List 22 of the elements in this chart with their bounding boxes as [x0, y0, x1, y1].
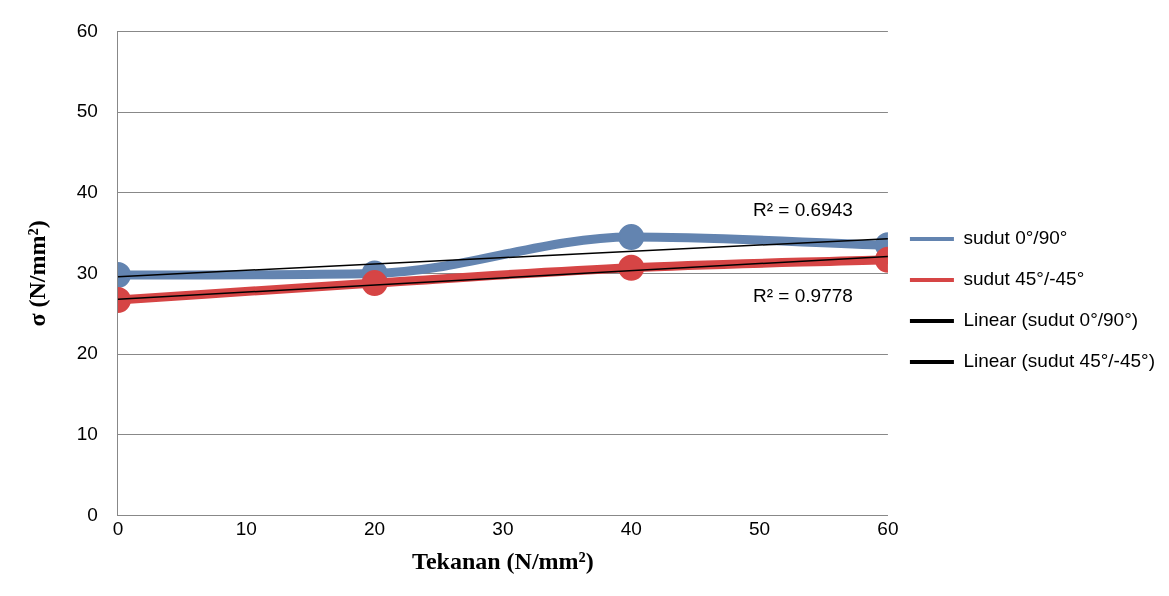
y-tick-label: 20 [76, 342, 98, 364]
y-tick-label: 50 [76, 100, 98, 122]
annotation: R² = 0.9778 [753, 284, 853, 306]
x-tick-label: 20 [364, 518, 386, 540]
y-tick-label: 40 [76, 180, 98, 202]
y-tick-label: 0 [87, 503, 98, 525]
x-tick-label: 30 [492, 518, 514, 540]
x-tick-label: 40 [620, 518, 642, 540]
legend-label: sudut 45°/-45° [963, 268, 1085, 290]
x-tick-label: 10 [235, 518, 257, 540]
x-tick-label: 0 [112, 518, 124, 540]
legend-label: sudut 0°/90° [963, 227, 1068, 249]
x-tick-label: 60 [877, 518, 899, 540]
y-axis-title: σ (N/mm²) [23, 220, 50, 327]
x-axis-title: Tekanan (N/mm²) [412, 547, 594, 574]
legend-label: Linear (sudut 0°/90°) [963, 309, 1139, 331]
annotation: R² = 0.6943 [753, 198, 853, 220]
legend-label: Linear (sudut 45°/-45°) [963, 350, 1155, 372]
y-tick-label: 60 [76, 19, 98, 41]
y-tick-label: 10 [76, 422, 98, 444]
x-tick-label: 50 [749, 518, 771, 540]
y-tick-label: 30 [76, 261, 98, 283]
